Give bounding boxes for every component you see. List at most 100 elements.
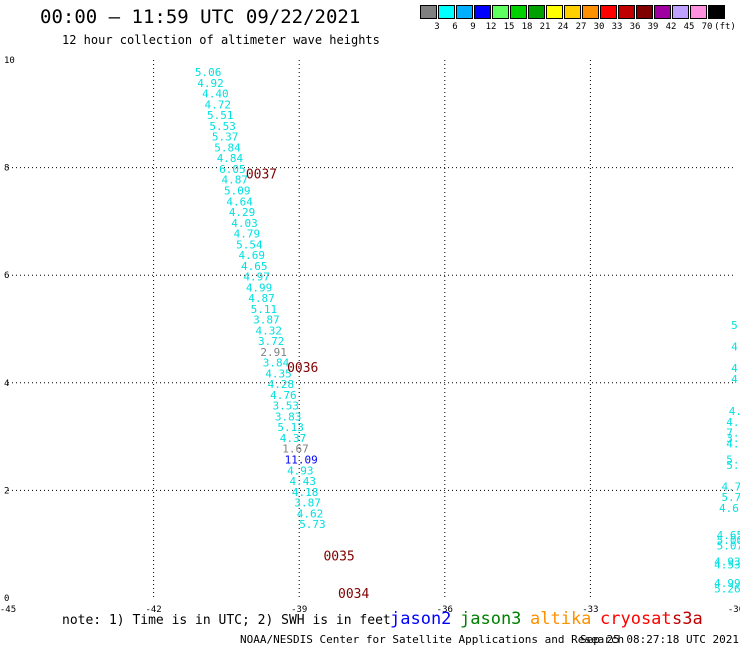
credit-text: NOAA/NESDIS Center for Satellite Applica… [240,633,625,646]
swh-point-label: 4.28 [268,378,295,391]
swh-point-label: 4.53 [714,558,740,571]
swh-point-label: 4.99 [246,281,273,294]
swh-point-label: 4.37 [280,432,307,445]
swh-point-label: 5.54 [236,238,263,251]
colorbar-label: 21 [539,22,551,32]
swh-point-label: 7.1 [726,427,740,440]
y-tick-label: 2 [4,486,9,496]
satellite-s3a: s3a [672,609,703,629]
x-tick-label: -33 [582,605,598,615]
swh-point-label: 4.32 [256,324,283,337]
colorbar-swatch [672,5,689,19]
pass-time-label: 0035 [323,549,354,564]
swh-point-label: 4.92 [197,77,224,90]
swh-point-label: 3.87 [253,314,279,327]
swh-point-label: 5.73 [299,518,326,531]
swh-point-label: 5.06 [195,66,222,79]
swh-point-label: 4.18 [292,486,319,499]
page-title: 00:00 – 11:59 UTC 09/22/2021 [40,6,361,28]
colorbar-label: 9 [470,22,476,32]
swh-point-label: 4.40 [202,88,229,101]
swh-point-label: 5.84 [214,141,241,154]
pass-time-label: 0036 [287,361,318,376]
swh-point-label: 4.7 [721,480,740,493]
swh-point-label: 4 [731,373,738,386]
colorbar-label: 18 [521,22,533,32]
swh-point-label: 1.67 [282,443,309,456]
colorbar-swatch [636,5,653,19]
swh-point-label: 4.29 [229,206,256,219]
pass-time-label: 0034 [338,587,369,602]
swh-point-label: 6.05 [219,163,246,176]
colorbar-label: (ft) [714,22,736,32]
x-tick-label: -30 [728,605,740,615]
swh-point-label: 4.62 [297,507,324,520]
pass-time-label: 0037 [246,167,277,182]
swh-point-label: 5.53 [209,120,236,133]
swh-point-label: 5.7 [721,491,740,504]
colorbar-swatch [654,5,671,19]
swh-point-label: 4.69 [239,249,265,262]
x-tick-label: -39 [291,605,307,615]
colorbar-swatch [600,5,617,19]
swh-point-label: 4.03 [231,217,258,230]
y-tick-label: 10 [4,56,15,66]
colorbar-swatch [618,5,635,19]
page-subtitle: 12 hour collection of altimeter wave hei… [62,33,380,47]
colorbar-swatch [690,5,707,19]
generation-timestamp: Sep 25 08:27:18 UTC 2021 [580,633,739,646]
swh-point-label: 5 [731,319,738,332]
y-tick-label: 0 [4,594,9,604]
footer-note: note: 1) Time is in UTC; 2) SWH is in fe… [62,613,391,628]
swh-point-label: 5.11 [251,303,278,316]
swh-point-label: 2.91 [260,346,287,359]
swh-point-label: 4.93 [287,464,314,477]
satellite-jason3: jason3 [460,609,522,629]
swh-point-label: 4.43 [289,475,316,488]
colorbar-label: 30 [593,22,605,32]
colorbar-swatch [492,5,509,19]
colorbar-swatch [708,5,725,19]
swh-point-label: 3.87 [294,497,321,510]
colorbar-swatch [456,5,473,19]
swh-point-label: 3.83 [275,410,302,423]
y-tick-label: 4 [4,379,9,389]
swh-point-label: 5.13 [277,421,304,434]
colorbar-label: 27 [575,22,587,32]
swh-point-label: 5.26 [714,583,740,596]
swh-point-label: 3.72 [258,335,285,348]
swh-point-label: 5.09 [224,185,251,198]
swh-point-label: 5.07 [717,540,740,553]
colorbar-label: 12 [485,22,497,32]
swh-point-label: 5.3 [726,454,740,467]
swh-point-label: 4.97 [243,271,269,284]
swh-point-label: 4 [731,341,738,354]
swh-point-label: 5.37 [212,131,239,144]
colorbar-swatch [546,5,563,19]
swh-point-label: 4.84 [217,152,244,165]
swh-point-label: 5.4 [726,459,740,472]
x-tick-label: -42 [145,605,161,615]
swh-point-label: 4.79 [234,228,261,241]
x-tick-label: -36 [437,605,453,615]
swh-point-label: 5.51 [207,109,234,122]
swh-point-label: 11.09 [285,454,318,467]
colorbar-label: 39 [647,22,659,32]
x-tick-label: -45 [0,605,16,615]
swh-point-label: 4.93 [714,556,740,569]
swh-point-label: 3.53 [273,400,300,413]
colorbar-label: 33 [611,22,623,32]
swh-point-label: 4.72 [205,98,232,111]
colorbar-label: 36 [629,22,641,32]
colorbar-label: 45 [683,22,695,32]
colorbar-swatch [510,5,527,19]
swh-point-label: 4.6 [719,502,739,515]
swh-point-label: 4.64 [226,195,253,208]
swh-point-label: 4.87 [248,292,274,305]
swh-point-label: 4. [726,416,739,429]
swh-point-label: 3.7 [726,432,740,445]
colorbar-label: 70 [701,22,713,32]
swh-point-label: 4.99 [714,577,740,590]
colorbar-swatch [582,5,599,19]
